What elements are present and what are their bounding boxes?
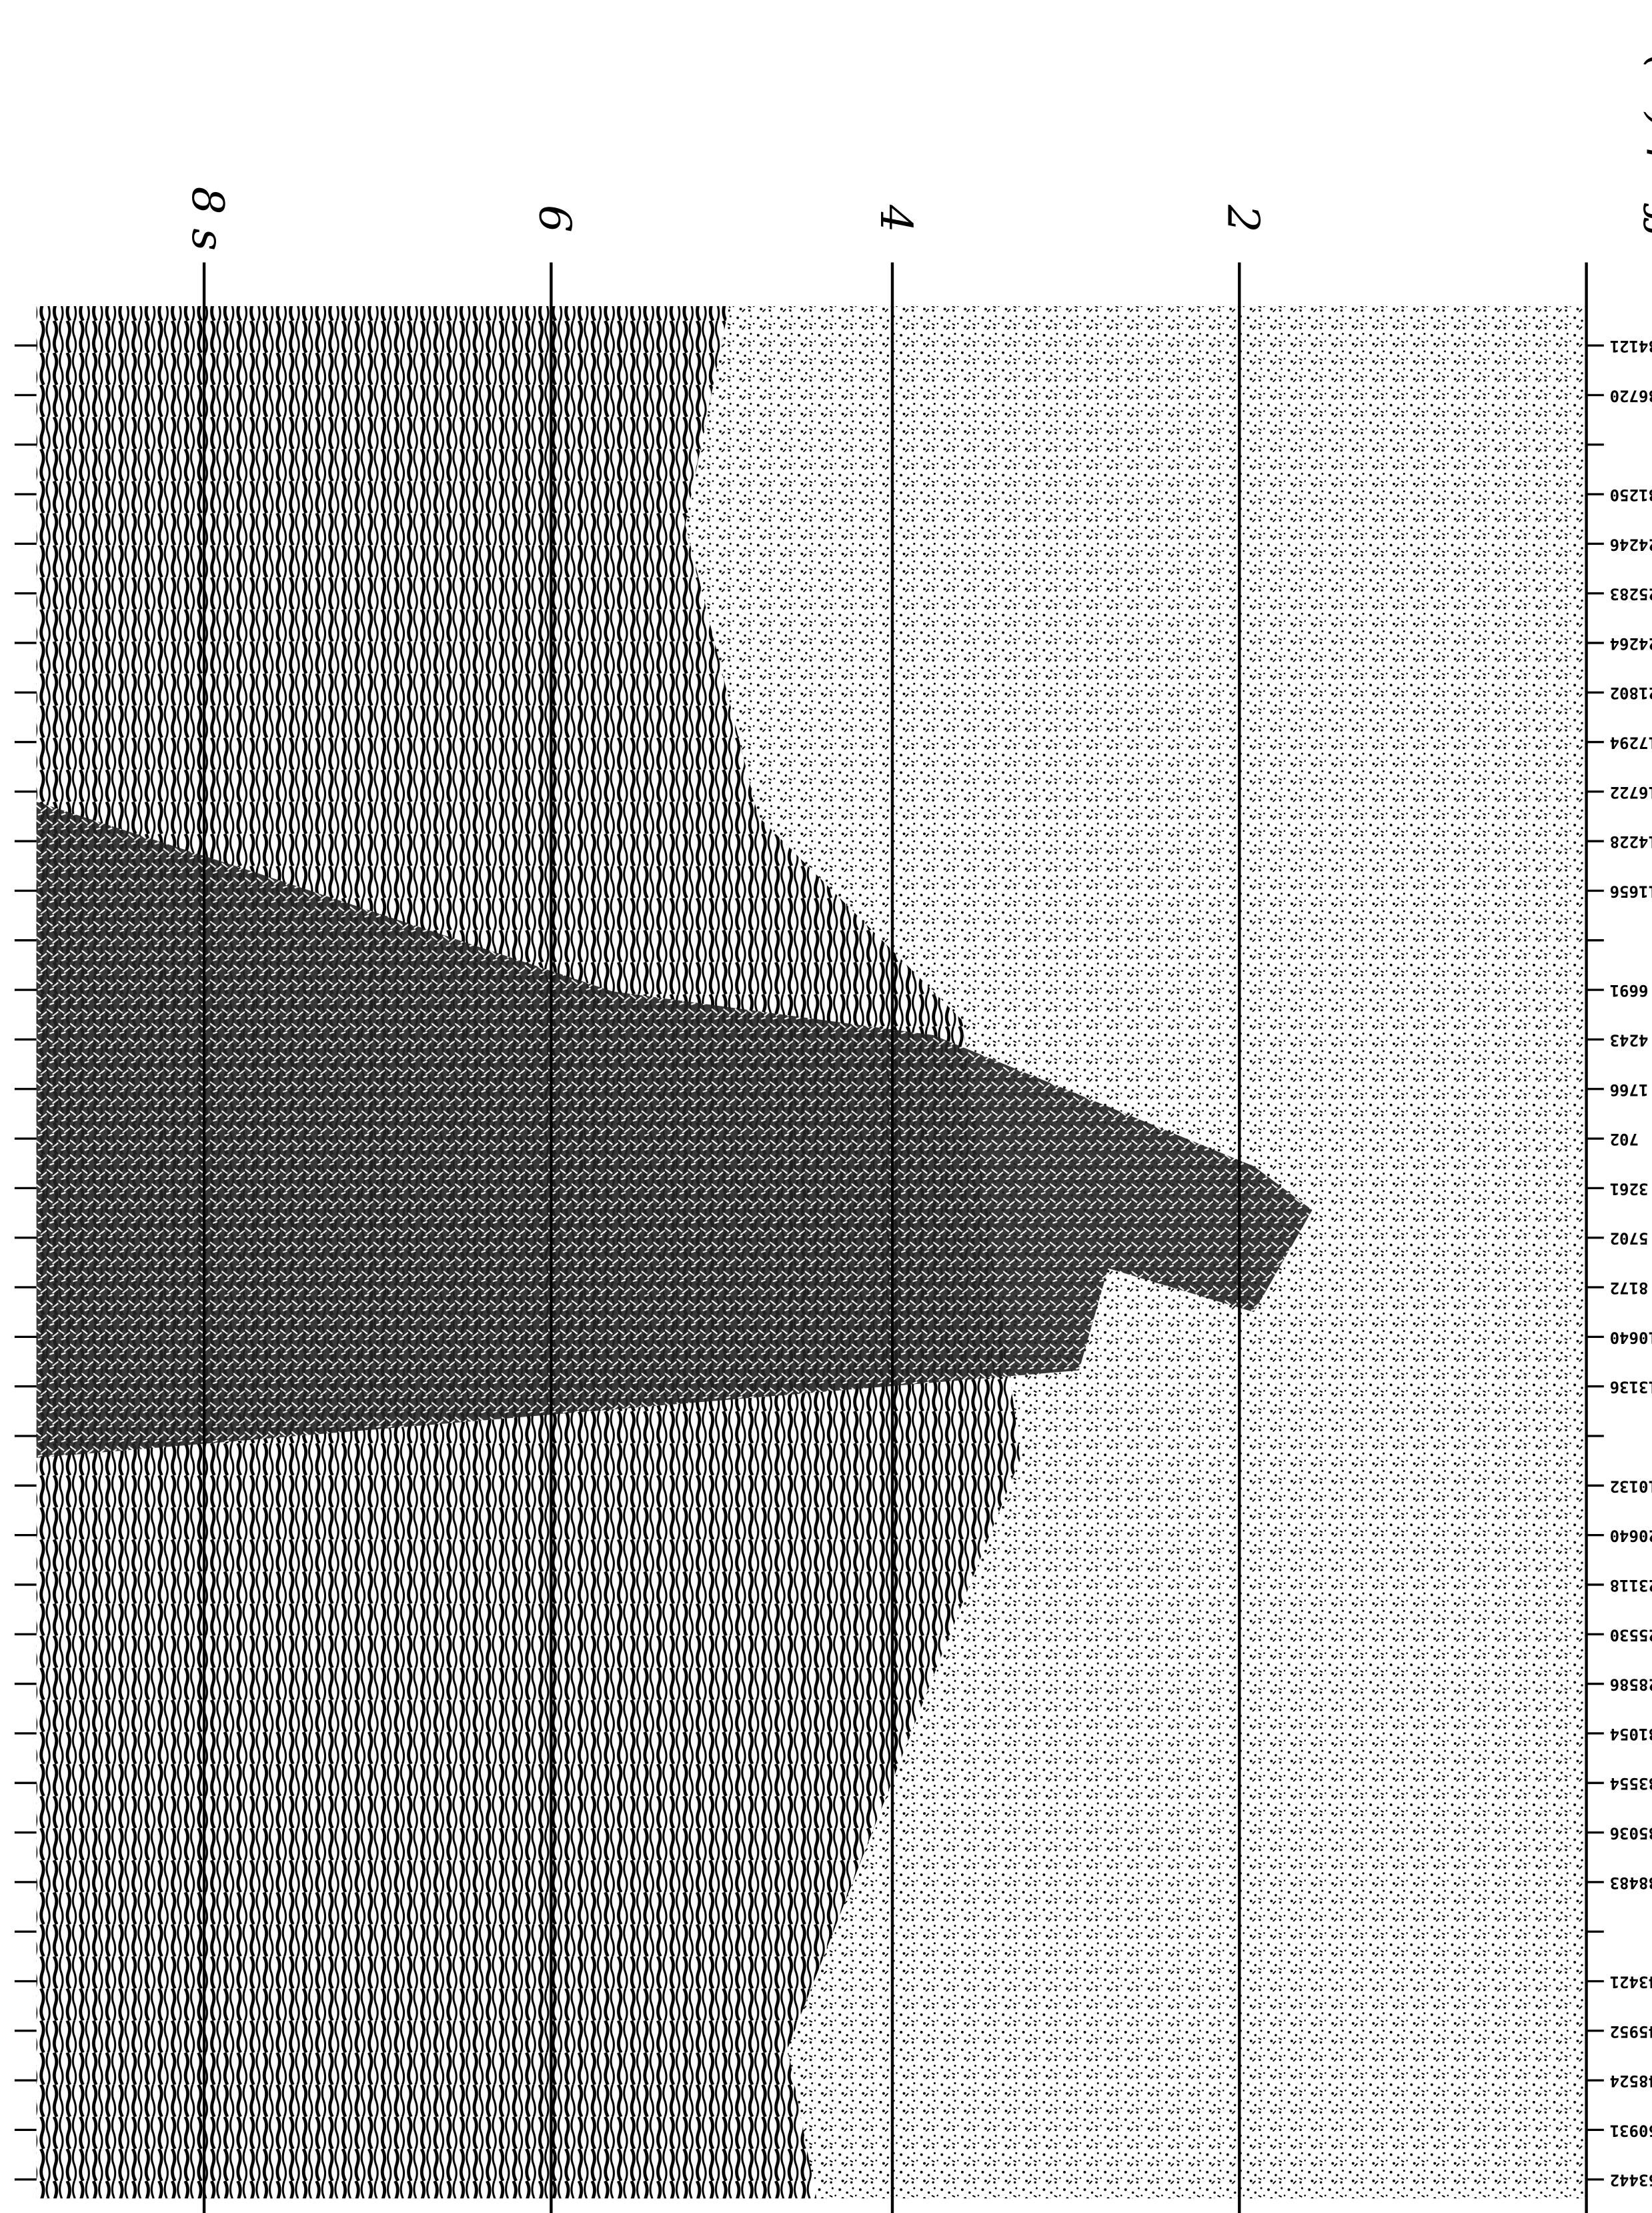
trace-label: 5702 — [1610, 1229, 1649, 1248]
trace-label: 16722 — [1610, 783, 1652, 802]
trace-label: 45952 — [1610, 2022, 1652, 2041]
trace-label: 31250 — [1610, 486, 1652, 504]
trace-label: 48524 — [1610, 2072, 1652, 2090]
trace-label: 25530 — [1610, 1625, 1652, 1644]
time-label: 2 — [1217, 204, 1268, 233]
trace-label: 43421 — [1610, 1972, 1652, 1991]
trace-label: 21802 — [1610, 684, 1652, 702]
trace-label: 10132 — [1610, 1477, 1652, 1495]
trace-label: 17294 — [1610, 734, 1652, 752]
trace-label: 24264 — [1610, 634, 1652, 653]
time-label: 8 s — [182, 187, 233, 251]
trace-label: 28586 — [1610, 1675, 1652, 1694]
trace-label: 50931 — [1610, 2121, 1652, 2140]
trace-label: 25283 — [1610, 585, 1652, 604]
trace-label: 34121 — [1610, 337, 1652, 355]
trace-label: 35036 — [1610, 1824, 1652, 1843]
seismic-record: 8 s 6 4 2 34121 36720 31250 24246 25283 24264 218… — [0, 0, 1652, 2213]
trace-label: 11656 — [1610, 882, 1652, 901]
trace-label: 702 — [1610, 1130, 1639, 1149]
trace-label: 14228 — [1610, 832, 1652, 851]
time-label: 6 — [529, 205, 580, 233]
trace-label: 31054 — [1610, 1725, 1652, 1743]
trace-label: 10640 — [1610, 1328, 1652, 1347]
trace-label: 33554 — [1610, 1774, 1652, 1793]
trace-label: 6691 — [1610, 981, 1649, 1000]
trace-label: 53442 — [1610, 2171, 1652, 2190]
trace-label: 23118 — [1610, 1576, 1652, 1595]
trace-label: 3261 — [1610, 1179, 1649, 1198]
trace-label: 8172 — [1610, 1279, 1649, 1297]
trace-label: 1766 — [1610, 1080, 1649, 1099]
trace-label: 38483 — [1610, 1874, 1652, 1892]
trace-label: 24246 — [1610, 535, 1652, 554]
trace-label: 13136 — [1610, 1378, 1652, 1397]
time-label: 4 — [870, 204, 921, 233]
trace-label: 36720 — [1610, 386, 1652, 405]
trace-label: 4243 — [1610, 1030, 1649, 1049]
axis-title: offset (m) — [1637, 54, 1652, 267]
